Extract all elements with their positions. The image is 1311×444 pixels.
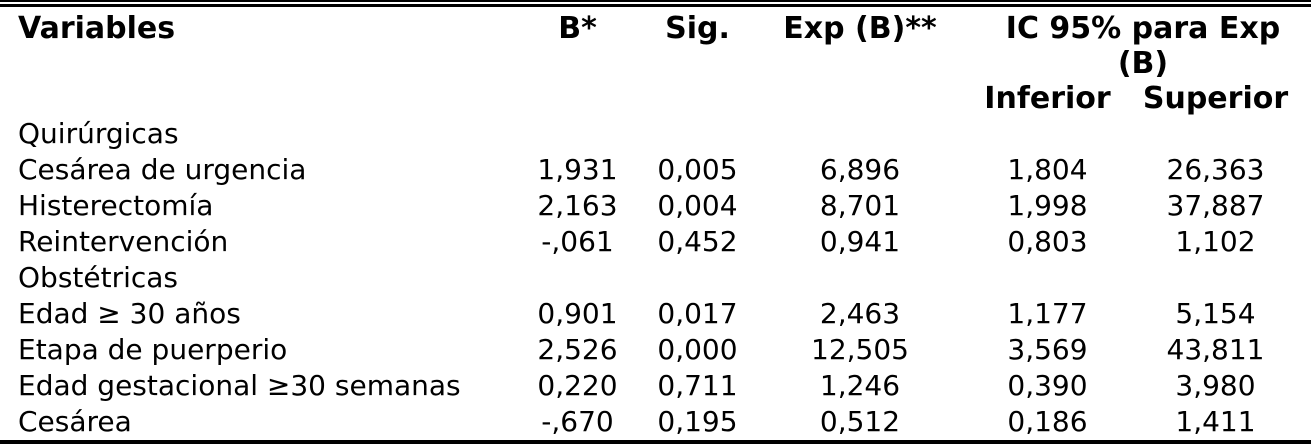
col-header-exp-b: Exp (B)** [783,11,937,46]
cell-exp-b [745,260,975,296]
table-row: Cesárea de urgencia 1,931 0,005 6,896 1,… [0,152,1311,188]
cell-superior: 26,363 [1166,153,1265,186]
table-row: Reintervención -,061 0,452 0,941 0,803 1… [0,224,1311,260]
row-label: Edad gestacional ≥30 semanas [18,369,461,402]
table-row: Histerectomía 2,163 0,004 8,701 1,998 37… [0,188,1311,224]
cell-inferior: 0,803 [1007,225,1088,258]
top-rule-thick [0,4,1311,7]
table-header: Variables B* Sig. Exp (B)** IC 95% para … [0,7,1311,116]
table-row: Cesárea -,670 0,195 0,512 0,186 1,411 [0,404,1311,442]
cell-sig [650,116,745,152]
cell-inferior: 3,569 [1007,333,1088,366]
row-label: Obstétricas [18,261,179,294]
col-header-superior: Superior [1142,81,1289,116]
top-rule-thin [0,0,1311,2]
ic95-label-line2: (B) [1117,46,1169,81]
cell-exp-b: 8,701 [819,189,901,222]
header-row-main: Variables B* Sig. Exp (B)** IC 95% para … [0,7,1311,81]
table-body: Quirúrgicas Cesárea de urgencia 1,931 0,… [0,116,1311,442]
cell-exp-b: 6,896 [819,153,901,186]
cell-superior: 1,411 [1175,405,1256,438]
cell-sig: 0,000 [657,333,738,366]
cell-inferior [975,116,1120,152]
cell-b: 2,526 [537,333,618,366]
table-row: Etapa de puerperio 2,526 0,000 12,505 3,… [0,332,1311,368]
cell-exp-b: 1,246 [819,369,901,402]
top-rule-gap [0,2,1311,4]
cell-sig: 0,004 [657,189,738,222]
col-header-sig: Sig. [665,11,730,46]
cell-sig [650,260,745,296]
ic95-label-line1: IC 95% para Exp [1005,11,1281,46]
col-header-ic95: IC 95% para Exp (B) [975,7,1311,81]
cell-exp-b: 0,512 [819,405,901,438]
section-row-obstetricas: Obstétricas [0,260,1311,296]
cell-superior: 3,980 [1175,369,1256,402]
cell-sig: 0,017 [657,297,738,330]
regression-results-table: Variables B* Sig. Exp (B)** IC 95% para … [0,7,1311,444]
cell-b: 2,163 [537,189,618,222]
cell-b [505,260,650,296]
cell-inferior: 1,804 [1007,153,1088,186]
cell-b: 0,220 [537,369,618,402]
cell-inferior: 1,177 [1007,297,1088,330]
cell-superior [1120,116,1311,152]
cell-sig: 0,452 [657,225,738,258]
cell-sig: 0,195 [657,405,738,438]
col-header-b: B* [558,11,597,46]
cell-b [505,116,650,152]
row-label: Edad ≥ 30 años [18,297,241,330]
row-label: Quirúrgicas [18,117,179,150]
cell-inferior: 1,998 [1007,189,1088,222]
cell-b: -,061 [541,225,614,258]
cell-inferior: 0,390 [1007,369,1088,402]
cell-exp-b: 12,505 [811,333,909,366]
row-label: Histerectomía [18,189,214,222]
cell-superior: 37,887 [1166,189,1265,222]
cell-sig: 0,005 [657,153,738,186]
header-row-sub: Inferior Superior [0,81,1311,116]
cell-b: -,670 [541,405,614,438]
table-top-rule [0,0,1311,7]
cell-inferior [975,260,1120,296]
row-label: Reintervención [18,225,229,258]
row-label: Cesárea de urgencia [18,153,307,186]
row-label: Etapa de puerperio [18,333,288,366]
table-row: Edad gestacional ≥30 semanas 0,220 0,711… [0,368,1311,404]
cell-exp-b [745,116,975,152]
cell-superior [1120,260,1311,296]
table-row: Edad ≥ 30 años 0,901 0,017 2,463 1,177 5… [0,296,1311,332]
cell-superior: 43,811 [1166,333,1265,366]
row-label: Cesárea [18,405,132,438]
col-header-variables: Variables [18,11,176,46]
cell-inferior: 0,186 [1007,405,1088,438]
cell-exp-b: 0,941 [819,225,901,258]
cell-b: 1,931 [537,153,618,186]
cell-superior: 5,154 [1175,297,1256,330]
cell-superior: 1,102 [1175,225,1256,258]
cell-b: 0,901 [537,297,618,330]
cell-sig: 0,711 [657,369,738,402]
col-header-inferior: Inferior [984,81,1111,116]
cell-exp-b: 2,463 [819,297,901,330]
section-row-quirurgicas: Quirúrgicas [0,116,1311,152]
